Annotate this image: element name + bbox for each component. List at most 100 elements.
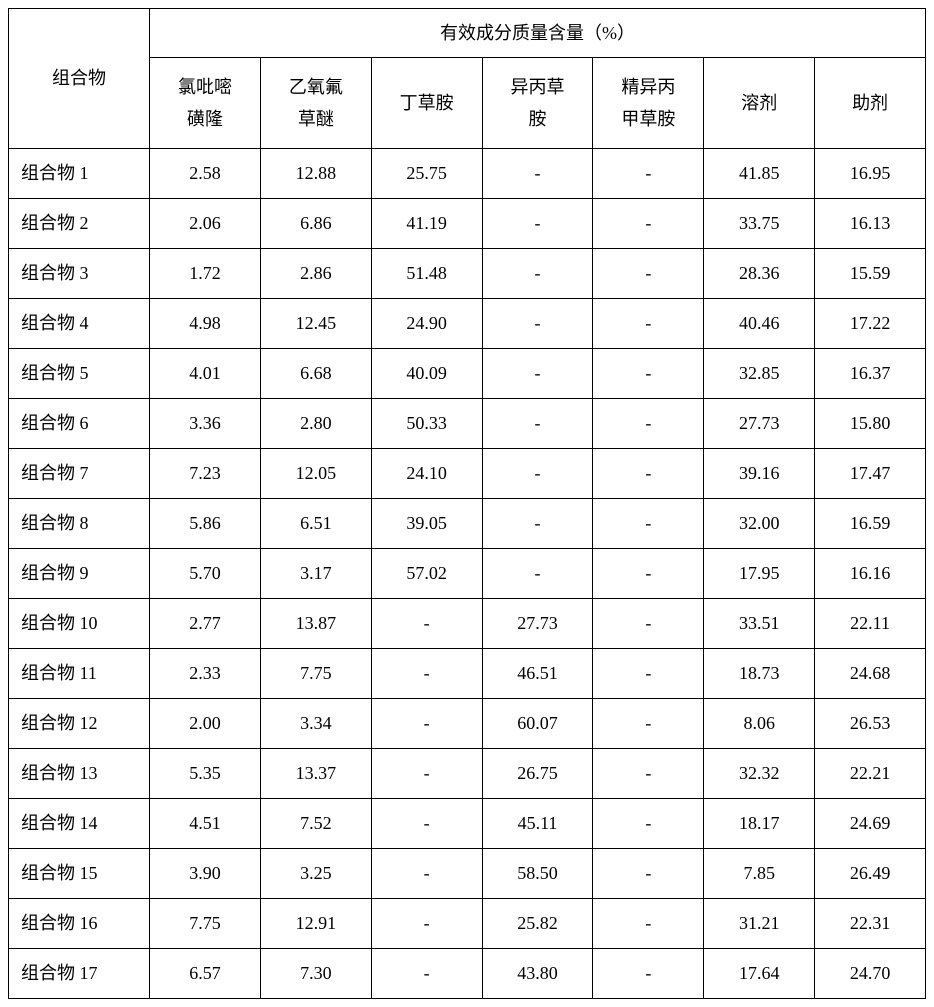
data-cell: 57.02 xyxy=(371,549,482,599)
column-header-text: 丁草胺 xyxy=(372,87,482,119)
data-cell: 39.05 xyxy=(371,499,482,549)
data-cell: 16.37 xyxy=(815,349,926,399)
data-cell: 17.22 xyxy=(815,299,926,349)
data-cell: 6.68 xyxy=(260,349,371,399)
data-cell: 22.31 xyxy=(815,899,926,949)
data-cell: 15.59 xyxy=(815,249,926,299)
data-cell: 2.33 xyxy=(150,649,261,699)
row-label: 组合物 11 xyxy=(9,649,150,699)
data-cell: 2.77 xyxy=(150,599,261,649)
data-cell: - xyxy=(371,649,482,699)
data-cell: 32.32 xyxy=(704,749,815,799)
data-cell: - xyxy=(593,199,704,249)
data-cell: 26.49 xyxy=(815,849,926,899)
data-cell: 24.10 xyxy=(371,449,482,499)
data-cell: 58.50 xyxy=(482,849,593,899)
column-header-text: 溶剂 xyxy=(704,87,814,119)
data-cell: 7.23 xyxy=(150,449,261,499)
table-row: 组合物 12.5812.8825.75--41.8516.95 xyxy=(9,149,926,199)
data-cell: 2.00 xyxy=(150,699,261,749)
data-cell: - xyxy=(593,599,704,649)
data-cell: - xyxy=(371,899,482,949)
row-label: 组合物 5 xyxy=(9,349,150,399)
data-cell: 18.73 xyxy=(704,649,815,699)
data-cell: 41.85 xyxy=(704,149,815,199)
table-row: 组合物 122.003.34-60.07-8.0626.53 xyxy=(9,699,926,749)
data-cell: 15.80 xyxy=(815,399,926,449)
data-cell: 12.05 xyxy=(260,449,371,499)
data-cell: 12.88 xyxy=(260,149,371,199)
table-row: 组合物 176.577.30-43.80-17.6424.70 xyxy=(9,949,926,999)
table-body: 组合物 12.5812.8825.75--41.8516.95组合物 22.06… xyxy=(9,149,926,999)
data-cell: 39.16 xyxy=(704,449,815,499)
data-cell: 32.85 xyxy=(704,349,815,399)
data-cell: 4.98 xyxy=(150,299,261,349)
data-cell: - xyxy=(593,849,704,899)
data-cell: 24.69 xyxy=(815,799,926,849)
data-cell: - xyxy=(482,349,593,399)
column-header-text: 精异丙 xyxy=(593,71,703,103)
data-cell: 40.46 xyxy=(704,299,815,349)
data-cell: - xyxy=(593,549,704,599)
data-cell: 26.53 xyxy=(815,699,926,749)
column-header: 助剂 xyxy=(815,58,926,149)
data-cell: 22.21 xyxy=(815,749,926,799)
column-header: 溶剂 xyxy=(704,58,815,149)
data-cell: 27.73 xyxy=(704,399,815,449)
data-cell: 8.06 xyxy=(704,699,815,749)
data-cell: 13.87 xyxy=(260,599,371,649)
data-cell: 7.75 xyxy=(150,899,261,949)
data-cell: 7.52 xyxy=(260,799,371,849)
data-cell: - xyxy=(482,299,593,349)
data-cell: - xyxy=(482,399,593,449)
data-cell: 25.82 xyxy=(482,899,593,949)
data-cell: 17.47 xyxy=(815,449,926,499)
row-label: 组合物 14 xyxy=(9,799,150,849)
row-label: 组合物 16 xyxy=(9,899,150,949)
data-cell: 60.07 xyxy=(482,699,593,749)
table-row: 组合物 135.3513.37-26.75-32.3222.21 xyxy=(9,749,926,799)
row-label: 组合物 7 xyxy=(9,449,150,499)
data-cell: 16.16 xyxy=(815,549,926,599)
data-cell: 17.95 xyxy=(704,549,815,599)
row-label: 组合物 3 xyxy=(9,249,150,299)
data-cell: 3.17 xyxy=(260,549,371,599)
data-cell: 26.75 xyxy=(482,749,593,799)
data-cell: 2.86 xyxy=(260,249,371,299)
data-cell: 16.59 xyxy=(815,499,926,549)
data-cell: 3.25 xyxy=(260,849,371,899)
data-cell: - xyxy=(593,449,704,499)
data-cell: 33.75 xyxy=(704,199,815,249)
column-header-text: 异丙草 xyxy=(483,71,593,103)
data-cell: 27.73 xyxy=(482,599,593,649)
data-cell: - xyxy=(593,149,704,199)
data-cell: - xyxy=(482,449,593,499)
table-row: 组合物 77.2312.0524.10--39.1617.47 xyxy=(9,449,926,499)
table-row: 组合物 144.517.52-45.11-18.1724.69 xyxy=(9,799,926,849)
data-cell: 50.33 xyxy=(371,399,482,449)
data-cell: - xyxy=(482,249,593,299)
column-header: 精异丙甲草胺 xyxy=(593,58,704,149)
data-cell: 2.06 xyxy=(150,199,261,249)
column-header-text: 草醚 xyxy=(261,103,371,135)
data-cell: 24.68 xyxy=(815,649,926,699)
data-cell: 18.17 xyxy=(704,799,815,849)
row-label: 组合物 8 xyxy=(9,499,150,549)
data-cell: 7.75 xyxy=(260,649,371,699)
composition-table: 组合物 有效成分质量含量（%） 氯吡嘧磺隆乙氧氟草醚丁草胺异丙草胺精异丙甲草胺溶… xyxy=(8,8,926,999)
data-cell: 45.11 xyxy=(482,799,593,849)
data-cell: - xyxy=(593,799,704,849)
data-cell: - xyxy=(371,949,482,999)
table-row: 组合物 22.066.8641.19--33.7516.13 xyxy=(9,199,926,249)
row-label: 组合物 6 xyxy=(9,399,150,449)
data-cell: 43.80 xyxy=(482,949,593,999)
data-cell: 6.86 xyxy=(260,199,371,249)
data-cell: 2.80 xyxy=(260,399,371,449)
data-cell: 12.91 xyxy=(260,899,371,949)
data-cell: 6.51 xyxy=(260,499,371,549)
data-cell: 46.51 xyxy=(482,649,593,699)
column-header-text: 胺 xyxy=(483,103,593,135)
column-header: 丁草胺 xyxy=(371,58,482,149)
column-header-text: 乙氧氟 xyxy=(261,71,371,103)
table-row: 组合物 95.703.1757.02--17.9516.16 xyxy=(9,549,926,599)
